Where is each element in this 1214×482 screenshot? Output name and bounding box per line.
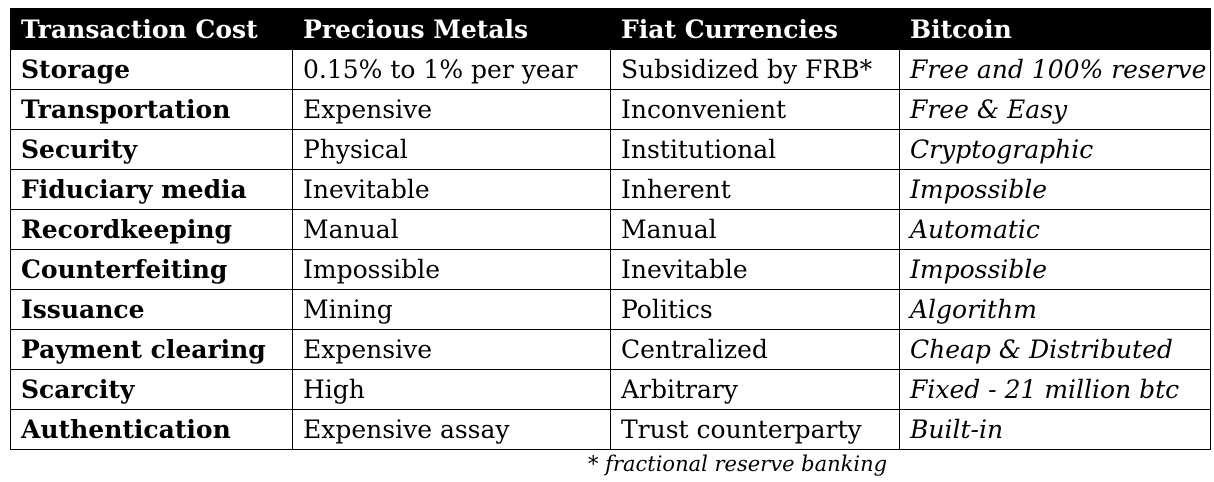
table-row: Scarcity High Arbitrary Fixed - 21 milli… [10,369,1211,410]
row-label: Recordkeeping [10,209,293,250]
header-bitcoin: Bitcoin [899,8,1211,50]
precious-metals-cell: Inevitable [292,169,611,210]
comparison-table-container: Transaction Cost Precious Metals Fiat Cu… [10,8,1211,450]
bitcoin-cell: Fixed - 21 million btc [899,369,1211,410]
bitcoin-cell: Impossible [899,249,1211,290]
bitcoin-cell: Cheap & Distributed [899,329,1211,370]
table-body: Storage 0.15% to 1% per year Subsidized … [10,49,1211,450]
fiat-currencies-cell: Subsidized by FRB* [610,49,900,90]
row-label: Authentication [10,409,293,450]
fiat-currencies-cell: Institutional [610,129,900,170]
precious-metals-cell: 0.15% to 1% per year [292,49,611,90]
fiat-currencies-cell: Trust counterparty [610,409,900,450]
row-label: Issuance [10,289,293,330]
footnote: * fractional reserve banking [588,452,888,476]
row-label: Scarcity [10,369,293,410]
table-row: Counterfeiting Impossible Inevitable Imp… [10,249,1211,290]
precious-metals-cell: Expensive [292,329,611,370]
row-label: Security [10,129,293,170]
table-row: Fiduciary media Inevitable Inherent Impo… [10,169,1211,210]
table-header: Transaction Cost Precious Metals Fiat Cu… [10,8,1211,50]
row-label: Fiduciary media [10,169,293,210]
bitcoin-cell: Built-in [899,409,1211,450]
precious-metals-cell: Impossible [292,249,611,290]
bitcoin-cell: Free & Easy [899,89,1211,130]
bitcoin-cell: Automatic [899,209,1211,250]
header-row: Transaction Cost Precious Metals Fiat Cu… [10,8,1211,50]
fiat-currencies-cell: Politics [610,289,900,330]
precious-metals-cell: High [292,369,611,410]
precious-metals-cell: Expensive [292,89,611,130]
table-row: Storage 0.15% to 1% per year Subsidized … [10,49,1211,90]
header-transaction-cost: Transaction Cost [10,8,293,50]
fiat-currencies-cell: Manual [610,209,900,250]
precious-metals-cell: Physical [292,129,611,170]
row-label: Transportation [10,89,293,130]
bitcoin-cell: Algorithm [899,289,1211,330]
table-row: Security Physical Institutional Cryptogr… [10,129,1211,170]
fiat-currencies-cell: Inconvenient [610,89,900,130]
row-label: Storage [10,49,293,90]
fiat-currencies-cell: Inherent [610,169,900,210]
table-row: Issuance Mining Politics Algorithm [10,289,1211,330]
table-row: Payment clearing Expensive Centralized C… [10,329,1211,370]
row-label: Payment clearing [10,329,293,370]
bitcoin-cell: Free and 100% reserve [899,49,1211,90]
row-label: Counterfeiting [10,249,293,290]
table-row: Recordkeeping Manual Manual Automatic [10,209,1211,250]
bitcoin-cell: Impossible [899,169,1211,210]
table-row: Authentication Expensive assay Trust cou… [10,409,1211,450]
precious-metals-cell: Expensive assay [292,409,611,450]
fiat-currencies-cell: Centralized [610,329,900,370]
table-row: Transportation Expensive Inconvenient Fr… [10,89,1211,130]
header-precious-metals: Precious Metals [292,8,611,50]
bitcoin-cell: Cryptographic [899,129,1211,170]
precious-metals-cell: Mining [292,289,611,330]
fiat-currencies-cell: Inevitable [610,249,900,290]
fiat-currencies-cell: Arbitrary [610,369,900,410]
header-fiat-currencies: Fiat Currencies [610,8,900,50]
transaction-cost-comparison-table: Transaction Cost Precious Metals Fiat Cu… [10,8,1211,450]
precious-metals-cell: Manual [292,209,611,250]
